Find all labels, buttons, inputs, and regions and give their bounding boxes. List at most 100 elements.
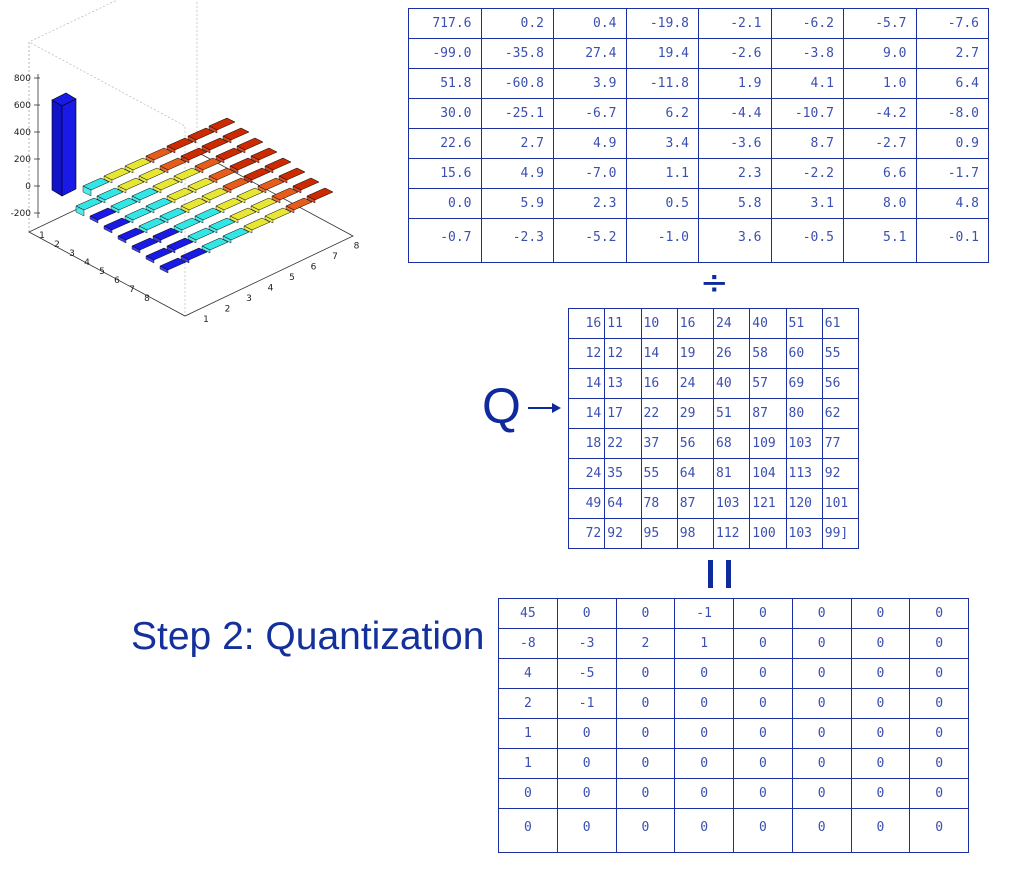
dct-cell: 2.3 xyxy=(553,188,627,219)
dct-cell: 1.9 xyxy=(698,68,772,99)
result-cell: 0 xyxy=(850,808,911,853)
bar-side xyxy=(215,155,225,164)
q-cell: 18 xyxy=(567,428,606,459)
q-cell: 51 xyxy=(712,398,751,429)
bar-side xyxy=(103,175,113,184)
result-cell: 0 xyxy=(615,778,676,809)
z-tick-label: 800 xyxy=(14,74,31,84)
bar-side xyxy=(208,225,218,234)
result-cell: 0 xyxy=(733,748,793,779)
bar-side xyxy=(208,175,218,184)
col-tick-label: 7 xyxy=(332,252,338,262)
bar-side xyxy=(264,215,274,224)
q-row: 18 22 37 56 68 109 103 77 xyxy=(567,428,860,459)
result-cell: 0 xyxy=(556,748,617,779)
q-cell: 104 xyxy=(749,458,787,489)
q-cell: 49 xyxy=(567,488,606,519)
col-tick-label: 8 xyxy=(354,242,360,252)
result-cell: 1 xyxy=(498,748,558,779)
q-cell: 51 xyxy=(785,308,823,339)
q-cell: 56 xyxy=(676,428,715,459)
z-tick-label: -200 xyxy=(11,209,32,219)
bar-side xyxy=(180,255,190,264)
q-cell: 16 xyxy=(640,368,678,399)
bar-side xyxy=(229,215,239,224)
col-tick-label: 6 xyxy=(311,263,317,273)
result-cell: 0 xyxy=(498,778,558,809)
col-tick-label: 2 xyxy=(225,305,231,315)
bar-side xyxy=(110,205,120,214)
result-cell: 0 xyxy=(674,658,734,689)
q-cell: 37 xyxy=(640,428,678,459)
dct-cell: -5.2 xyxy=(553,218,627,263)
dct-cell: 1.0 xyxy=(843,68,917,99)
q-cell: 14 xyxy=(567,368,606,399)
row-tick-label: 7 xyxy=(129,285,135,295)
dct-cell: -8.0 xyxy=(915,98,989,129)
result-cell: 0 xyxy=(909,778,969,809)
bar-side xyxy=(166,245,176,254)
bar-side xyxy=(138,175,148,184)
result-cell: 1 xyxy=(674,628,734,659)
result-cell: 4 xyxy=(498,658,558,689)
result-cell: 0 xyxy=(850,748,911,779)
dct-cell: 6.6 xyxy=(843,158,917,189)
dct-cell: 3.1 xyxy=(770,188,844,219)
result-cell: 0 xyxy=(850,598,911,629)
q-cell: 101 xyxy=(821,488,860,519)
q-row: 16 11 10 16 24 40 51 61 xyxy=(567,308,860,339)
dct-cell: -0.1 xyxy=(915,218,989,263)
dct-cell: -7.6 xyxy=(915,8,989,39)
bar-side xyxy=(117,235,127,244)
q-cell: 12 xyxy=(604,338,642,369)
q-cell: 40 xyxy=(712,368,751,399)
dct-cell: -0.7 xyxy=(408,218,482,263)
q-cell: 98 xyxy=(676,518,715,549)
result-cell: 0 xyxy=(909,718,969,749)
dct-cell: -2.1 xyxy=(698,8,772,39)
dct-cell: 22.6 xyxy=(408,128,482,159)
q-letter: Q xyxy=(482,378,521,434)
result-cell: -5 xyxy=(556,658,617,689)
dct-cell: 5.8 xyxy=(698,188,772,219)
q-cell: 87 xyxy=(749,398,787,429)
col-tick-label: 1 xyxy=(203,315,209,325)
dct-row: 51.8 -60.8 3.9 -11.8 1.9 4.1 1.0 6.4 xyxy=(408,68,989,99)
dct-row: 15.6 4.9 -7.0 1.1 2.3 -2.2 6.6 -1.7 xyxy=(408,158,989,189)
bar-side xyxy=(201,145,211,154)
bar-side xyxy=(180,155,190,164)
dct-row: 0.0 5.9 2.3 0.5 5.8 3.1 8.0 4.8 xyxy=(408,188,989,219)
bar-side xyxy=(96,195,106,204)
result-cell: 0 xyxy=(615,688,676,719)
quantization-matrix-table: 16 11 10 16 24 40 51 61 12 12 14 19 26 58 60 55 14 13 16 24… xyxy=(567,308,860,549)
result-cell: -8 xyxy=(498,628,558,659)
bar-side xyxy=(138,225,148,234)
bar-side xyxy=(166,195,176,204)
q-cell: 60 xyxy=(785,338,823,369)
bar-side xyxy=(103,225,113,234)
result-cell: 0 xyxy=(733,808,793,853)
dct-cell: -2.7 xyxy=(843,128,917,159)
result-cell: 0 xyxy=(556,808,617,853)
row-tick-label: 8 xyxy=(144,294,150,304)
q-cell: 58 xyxy=(749,338,787,369)
q-cell: 77 xyxy=(821,428,860,459)
q-cell: 92 xyxy=(604,518,642,549)
result-cell: 0 xyxy=(674,688,734,719)
z-tick-label: 400 xyxy=(14,128,31,138)
dct-cell: 6.4 xyxy=(915,68,989,99)
quantized-result-table: 45 0 0 -1 0 0 0 0 -8 -3 2 1 0 0 0 0 4 -5 0 0 0 0 0 0 2 -1 0 0 0 0 0 0 1 0… xyxy=(498,598,969,853)
bar-side xyxy=(145,155,155,164)
q-row: 14 13 16 24 40 57 69 56 xyxy=(567,368,860,399)
q-cell: 35 xyxy=(604,458,642,489)
q-cell: 103 xyxy=(712,488,751,519)
q-cell: 24 xyxy=(676,368,715,399)
q-cell: 62 xyxy=(821,398,860,429)
result-cell: 0 xyxy=(909,748,969,779)
dc-bar-right xyxy=(61,98,77,197)
row-tick-label: 1 xyxy=(39,231,45,241)
q-cell: 113 xyxy=(785,458,823,489)
q-cell: 22 xyxy=(640,398,678,429)
